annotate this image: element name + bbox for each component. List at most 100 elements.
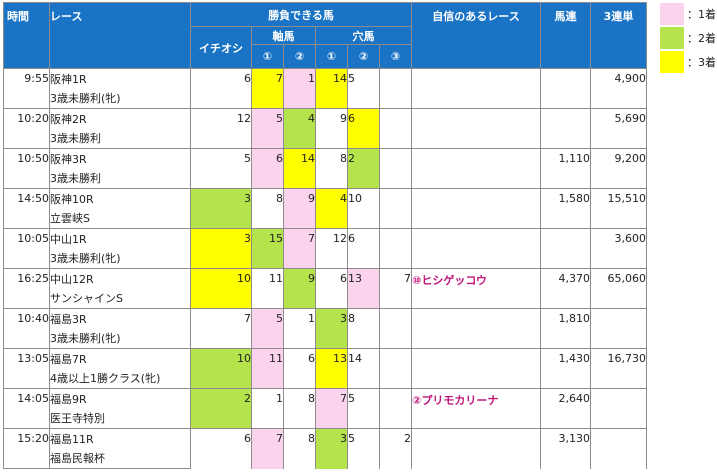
ana3-cell	[379, 108, 412, 149]
confident-race-cell	[411, 228, 541, 269]
legend-third-swatch	[660, 51, 684, 73]
jiku2-cell: 8	[283, 388, 316, 429]
ana3-cell	[379, 188, 412, 229]
ana3-cell	[379, 388, 412, 429]
ichioshi-cell: 12	[190, 108, 252, 149]
confident-race-cell: ②プリモカリーナ	[411, 388, 541, 429]
confident-race-cell	[411, 188, 541, 229]
confident-race-cell	[411, 428, 541, 469]
ichioshi-cell: 10	[190, 268, 252, 309]
race-name-cell: 阪神10R	[49, 188, 191, 209]
confident-race-cell	[411, 308, 541, 349]
race-row-sub: 3歳未勝利	[3, 168, 647, 189]
race-name-cell: 福島3R	[49, 308, 191, 329]
sanren-cell: 9,200	[590, 148, 647, 189]
race-condition-cell: 3歳未勝利	[49, 128, 191, 149]
header-ana-2: ②	[347, 44, 380, 69]
ana1-cell: 12	[315, 228, 348, 269]
jiku1-cell: 5	[251, 308, 284, 349]
race-condition-cell: 4歳以上1勝クラス(牝)	[49, 368, 191, 389]
ana1-cell: 13	[315, 348, 348, 389]
header-race: レース	[49, 2, 191, 69]
race-row: 10:40 福島3R 7 5 1 3 8 1,810	[3, 308, 647, 349]
header-confident: 自信のあるレース	[411, 2, 541, 69]
ana2-cell: 10	[347, 188, 380, 229]
baren-cell	[540, 228, 591, 269]
ana1-cell: 3	[315, 308, 348, 349]
time-cell: 10:40	[3, 308, 50, 329]
jiku1-cell: 8	[251, 188, 284, 229]
confident-race-cell	[411, 348, 541, 389]
ana2-cell: 5	[347, 68, 380, 109]
legend-first-swatch	[660, 3, 684, 25]
ana1-cell: 7	[315, 388, 348, 429]
baren-cell: 1,430	[540, 348, 591, 389]
sanren-cell	[590, 428, 647, 469]
jiku1-cell: 6	[251, 148, 284, 189]
baren-cell: 3,130	[540, 428, 591, 469]
race-condition-cell: 福島民報杯	[49, 448, 191, 469]
race-table: 時間 レース 勝負できる馬 自信のあるレース 馬連 3連単 イチオシ 軸馬 穴馬…	[3, 2, 647, 469]
jiku1-cell: 1	[251, 388, 284, 429]
race-condition-cell: 3歳未勝利(牝)	[49, 328, 191, 349]
ana3-cell	[379, 148, 412, 189]
race-row-sub: 3歳未勝利(牝)	[3, 88, 647, 109]
legend-first-label: ：1着	[687, 8, 716, 21]
jiku2-cell: 9	[283, 268, 316, 309]
header-ana-3: ③	[379, 44, 412, 69]
time-spacer	[3, 88, 50, 109]
time-spacer	[3, 368, 50, 389]
baren-cell: 1,810	[540, 308, 591, 349]
race-row: 16:25 中山12R 10 11 9 6 13 7 ⑩ヒシゲッコウ 4,370 65,060	[3, 268, 647, 309]
jiku1-cell: 11	[251, 268, 284, 309]
confident-race-cell	[411, 148, 541, 189]
jiku1-cell: 7	[251, 68, 284, 109]
race-row: 15:20 福島11R 6 7 8 3 5 2 3,130	[3, 428, 647, 469]
race-name-cell: 福島11R	[49, 428, 191, 449]
race-name-cell: 阪神2R	[49, 108, 191, 129]
header-jiku-1: ①	[251, 44, 284, 69]
legend-third-label: ：3着	[687, 56, 716, 69]
jiku1-cell: 11	[251, 348, 284, 389]
time-spacer	[3, 128, 50, 149]
sanren-cell: 5,690	[590, 108, 647, 149]
ana2-cell: 5	[347, 428, 380, 469]
baren-cell: 1,110	[540, 148, 591, 189]
sanren-cell	[590, 308, 647, 349]
baren-cell: 4,370	[540, 268, 591, 309]
time-spacer	[3, 328, 50, 349]
ana1-cell: 6	[315, 268, 348, 309]
ichioshi-cell: 6	[190, 68, 252, 109]
race-name-cell: 阪神3R	[49, 148, 191, 169]
confident-race-cell: ⑩ヒシゲッコウ	[411, 268, 541, 309]
legend-second-swatch	[660, 27, 684, 49]
jiku2-cell: 4	[283, 108, 316, 149]
time-spacer	[3, 408, 50, 429]
race-row-sub: 福島民報杯	[3, 448, 647, 469]
race-row: 13:05 福島7R 10 11 6 13 14 1,430 16,730	[3, 348, 647, 389]
legend-first: ：1着	[660, 3, 716, 25]
jiku1-cell: 5	[251, 108, 284, 149]
jiku1-cell: 15	[251, 228, 284, 269]
ana2-cell: 6	[347, 228, 380, 269]
race-condition-cell: 3歳未勝利	[49, 168, 191, 189]
jiku2-cell: 14	[283, 148, 316, 189]
header-sanren: 3連単	[590, 2, 647, 69]
ichioshi-cell: 6	[190, 428, 252, 469]
time-spacer	[3, 168, 50, 189]
race-row: 9:55 阪神1R 6 7 1 14 5 4,900	[3, 68, 647, 109]
header-ichioshi: イチオシ	[190, 26, 252, 69]
race-row-sub: 3歳未勝利(牝)	[3, 248, 647, 269]
ana2-cell: 13	[347, 268, 380, 309]
baren-cell: 1,580	[540, 188, 591, 229]
race-name-cell: 福島9R	[49, 388, 191, 409]
header-jiku: 軸馬	[251, 26, 316, 45]
ana2-cell: 5	[347, 388, 380, 429]
ana3-cell: 2	[379, 428, 412, 469]
ana2-cell: 6	[347, 108, 380, 149]
race-name-cell: 中山1R	[49, 228, 191, 249]
ana2-cell: 8	[347, 308, 380, 349]
ichioshi-cell: 5	[190, 148, 252, 189]
baren-cell	[540, 108, 591, 149]
time-cell: 15:20	[3, 428, 50, 449]
